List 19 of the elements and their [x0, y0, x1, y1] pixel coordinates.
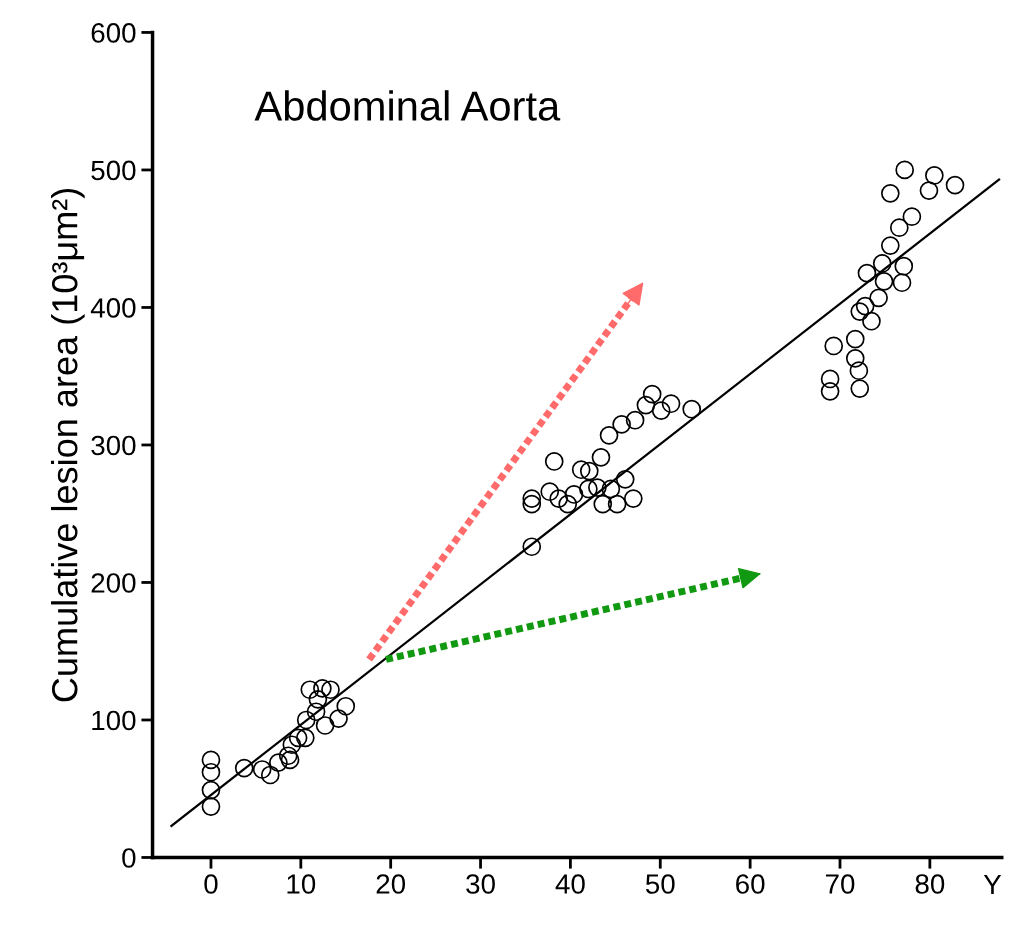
x-tick-label: 80: [915, 874, 945, 894]
x-tick-label: 20: [376, 874, 406, 894]
x-tick-label: 40: [555, 874, 585, 894]
y-tick-label: 300: [91, 435, 136, 456]
y-tick-label: 600: [91, 23, 136, 43]
x-tick-label: 10: [287, 874, 316, 894]
x-tick-label: 0: [204, 874, 218, 894]
y-tick-label: 500: [91, 160, 136, 181]
x-tick-label: 60: [736, 874, 765, 894]
y-axis-title: Cumulative lesion area (10³μm²): [51, 188, 85, 702]
x-tick-label: 70: [825, 874, 855, 894]
x-axis-title: Y: [983, 875, 1002, 895]
y-tick-label: 100: [92, 710, 136, 731]
y-tick-label: 400: [90, 298, 136, 318]
text: Abdominal Aorta: [254, 90, 561, 121]
y-tick-label: 200: [91, 573, 136, 593]
y-tick-label: 0: [122, 848, 136, 868]
x-tick-label: 50: [645, 874, 675, 894]
x-tick-label: 30: [466, 874, 495, 894]
